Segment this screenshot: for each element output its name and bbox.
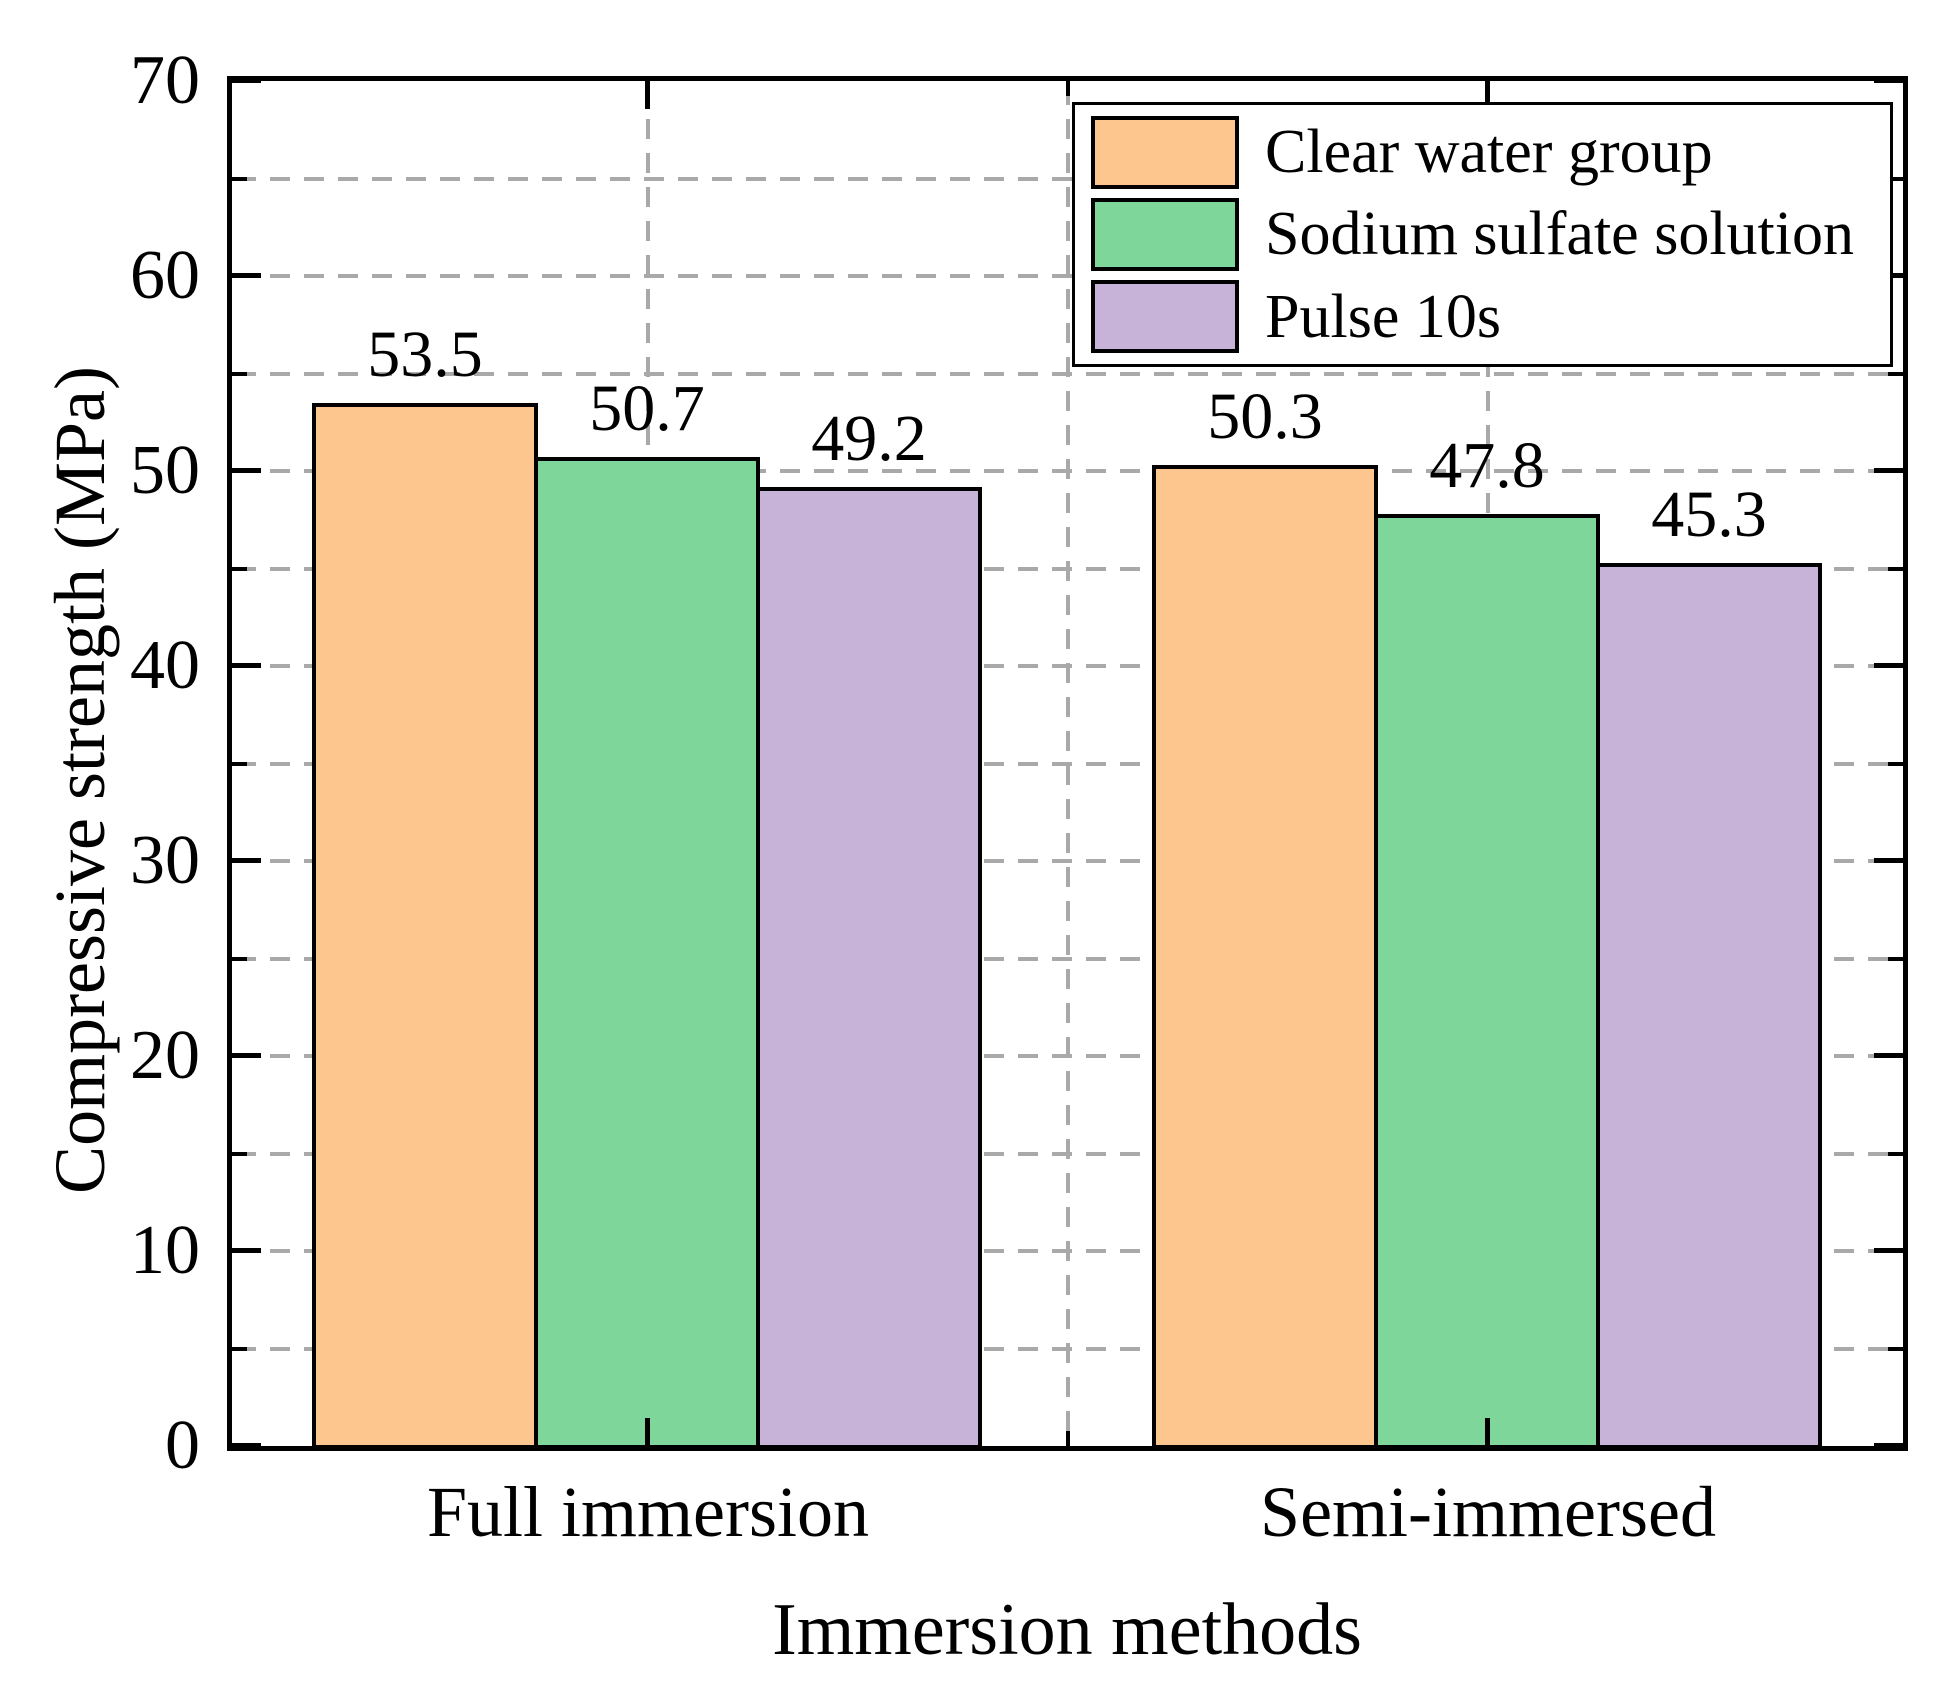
y-tick-left — [231, 372, 247, 376]
y-tick-left — [231, 1347, 247, 1351]
y-tick-right — [1874, 1443, 1904, 1448]
legend-swatch-icon — [1091, 280, 1239, 354]
bar-value-label: 47.8 — [1429, 429, 1545, 502]
y-tick-label: 50 — [130, 432, 200, 509]
y-tick-left — [231, 78, 261, 83]
bar-sodium-sulfate-solution — [1374, 514, 1600, 1449]
y-tick-right — [1874, 1053, 1904, 1058]
y-tick-right — [1888, 567, 1904, 571]
y-tick-left — [231, 663, 261, 668]
y-tick-right — [1888, 762, 1904, 766]
y-tick-right — [1888, 177, 1904, 181]
y-tick-label: 10 — [130, 1212, 200, 1289]
y-tick-left — [231, 1152, 247, 1156]
y-tick-label: 20 — [130, 1017, 200, 1094]
x-axis-title: Immersion methods — [772, 1589, 1362, 1671]
x-tick-top — [645, 81, 650, 109]
y-tick-left — [231, 177, 247, 181]
y-tick-right — [1874, 468, 1904, 473]
bar-sodium-sulfate-solution — [534, 457, 760, 1449]
x-tick-bottom — [645, 1418, 650, 1446]
y-tick-label: 60 — [130, 237, 200, 314]
y-tick-left — [231, 957, 247, 961]
x-tick-label: Semi-immersed — [1260, 1472, 1716, 1552]
y-tick-right — [1874, 663, 1904, 668]
x-tick-top — [1485, 81, 1490, 109]
bar-value-label: 45.3 — [1651, 478, 1767, 551]
legend-label: Pulse 10s — [1265, 282, 1501, 351]
bar-clear-water-group — [1152, 465, 1378, 1449]
y-tick-left — [231, 468, 261, 473]
x-tick-label: Full immersion — [426, 1472, 870, 1552]
y-tick-label: 70 — [130, 42, 200, 119]
y-tick-right — [1874, 78, 1904, 83]
y-tick-right — [1888, 1347, 1904, 1351]
y-tick-right — [1888, 957, 1904, 961]
legend-item: Sodium sulfate solution — [1075, 193, 1890, 275]
bar-value-label: 50.7 — [589, 372, 705, 445]
y-tick-right — [1888, 1152, 1904, 1156]
y-tick-label: 0 — [165, 1407, 200, 1484]
y-tick-left — [231, 762, 247, 766]
y-tick-left — [231, 1053, 261, 1058]
legend-label: Clear water group — [1265, 118, 1713, 187]
legend-swatch-icon — [1091, 115, 1239, 189]
y-tick-label: 30 — [130, 822, 200, 899]
bar-value-label: 49.2 — [811, 402, 927, 475]
bar-pulse-10s — [756, 487, 982, 1449]
y-tick-left — [231, 858, 261, 863]
legend-swatch-icon — [1091, 197, 1239, 271]
x-tick-bottom — [1485, 1418, 1490, 1446]
bar-value-label: 50.3 — [1207, 380, 1323, 453]
bar-pulse-10s — [1596, 563, 1822, 1449]
x-tick-bottom — [1066, 1431, 1070, 1446]
y-tick-left — [231, 273, 261, 278]
legend-label: Sodium sulfate solution — [1265, 200, 1854, 269]
y-tick-left — [231, 1248, 261, 1253]
y-tick-right — [1888, 372, 1904, 376]
bar-value-label: 53.5 — [367, 318, 483, 391]
legend-item: Pulse 10s — [1075, 276, 1890, 358]
y-tick-label: 40 — [130, 627, 200, 704]
bar-clear-water-group — [312, 403, 538, 1449]
legend-item: Clear water group — [1075, 111, 1890, 193]
y-tick-left — [231, 1443, 261, 1448]
y-tick-right — [1874, 858, 1904, 863]
x-tick-top — [1066, 81, 1070, 96]
y-tick-left — [231, 567, 247, 571]
gridline-v — [1066, 85, 1070, 1442]
y-tick-right — [1874, 1248, 1904, 1253]
legend: Clear water group Sodium sulfate solution… — [1072, 102, 1893, 367]
